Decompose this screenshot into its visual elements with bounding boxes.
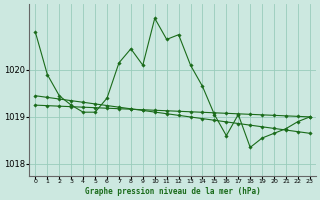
X-axis label: Graphe pression niveau de la mer (hPa): Graphe pression niveau de la mer (hPa) <box>85 187 260 196</box>
